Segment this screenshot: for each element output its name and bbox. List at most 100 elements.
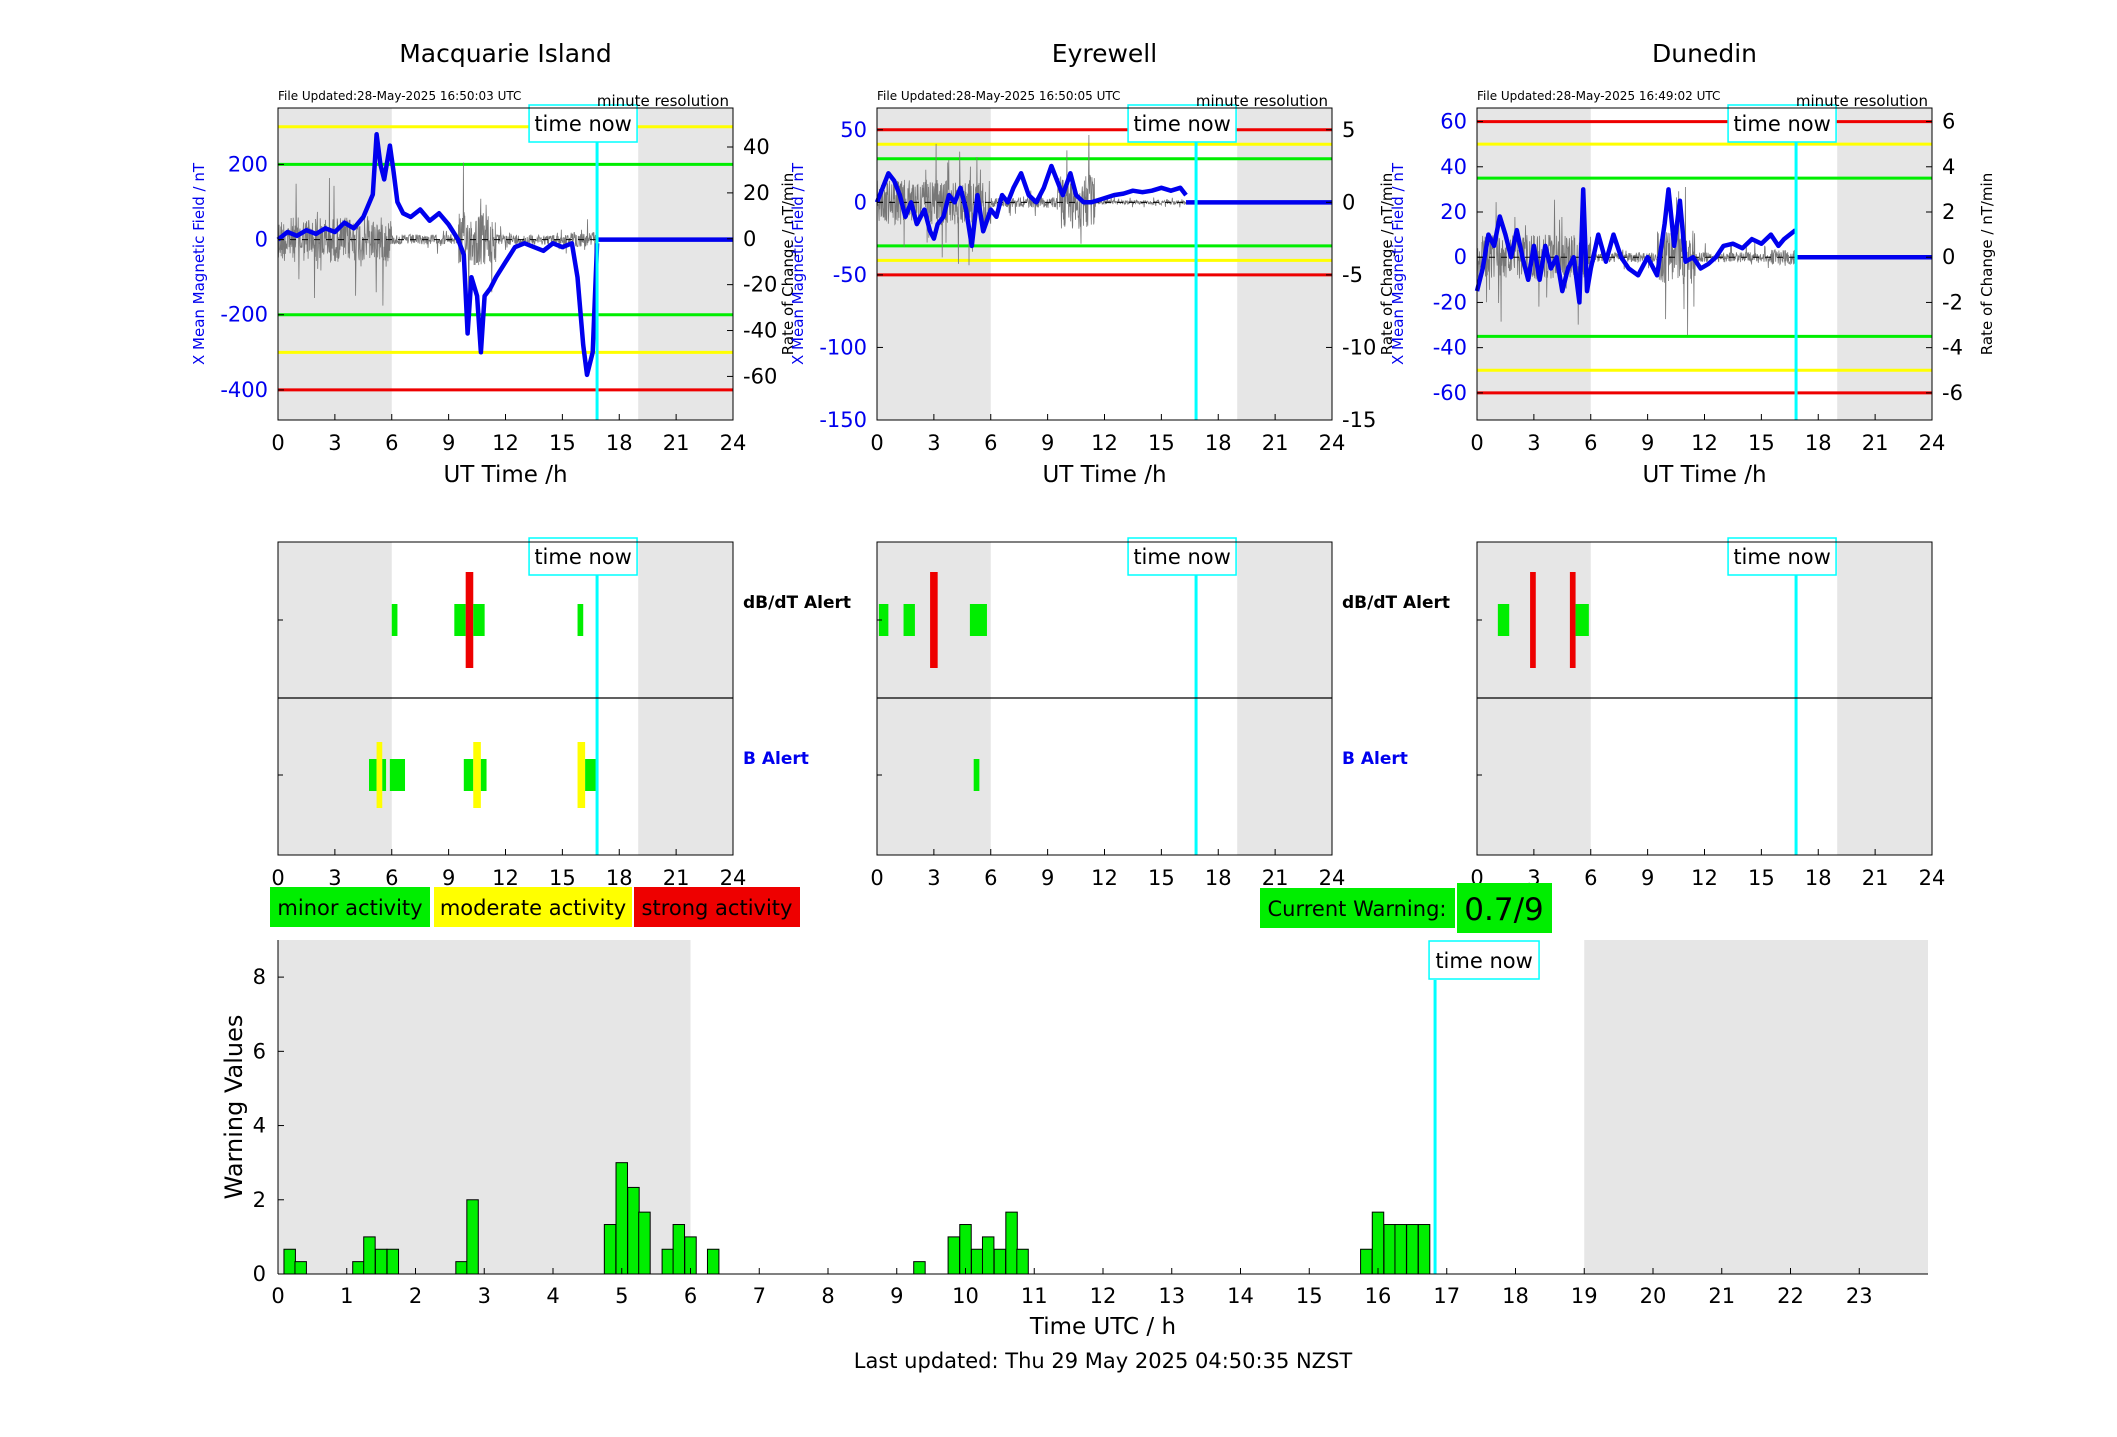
- current-warning-value: 0.7/9: [1464, 892, 1543, 928]
- x-tick-label: 6: [984, 866, 997, 890]
- y-tick-label: 2: [253, 1188, 266, 1212]
- alert-panel-2: time now 0 3 6 9 12 15 18 21 24 dB/dT Alert B Alert: [870, 537, 1450, 890]
- y-axis-label-right: Rate of Change / nT/min: [1978, 173, 1996, 355]
- x-tick-label: 9: [1641, 431, 1654, 455]
- x-tick-label: 21: [1262, 866, 1289, 890]
- x-tick-label: 15: [1748, 431, 1775, 455]
- time-now-label: time now: [1733, 545, 1830, 569]
- db-alert-bar-green: [903, 604, 915, 636]
- warning-bar: [627, 1186, 640, 1275]
- y-tick-label-right: 2: [1942, 200, 1955, 224]
- db-alert-bar-green: [577, 604, 584, 636]
- x-tick-label: 9: [1641, 866, 1654, 890]
- resolution-text: minute resolution: [1796, 92, 1928, 110]
- b-alert-label: B Alert: [1342, 749, 1408, 769]
- x-tick-label: 11: [1021, 1284, 1048, 1308]
- db-alert-bar-green: [454, 604, 466, 636]
- warning-bar: [638, 1211, 651, 1275]
- warning-bar: [352, 1261, 365, 1275]
- x-tick-label: 17: [1433, 1284, 1460, 1308]
- y-tick-label: -50: [833, 263, 867, 287]
- x-axis-label: UT Time /h: [1642, 462, 1766, 488]
- current-warning-label: Current Warning:: [1268, 897, 1447, 921]
- time-now-label: time now: [1733, 112, 1830, 136]
- night-band: [638, 108, 733, 420]
- y-tick-label: 200: [228, 152, 268, 176]
- db-alert-bar-red: [1569, 572, 1576, 668]
- time-now-box: [528, 537, 638, 576]
- x-tick-label: 14: [1227, 1284, 1254, 1308]
- y-tick-label: -100: [819, 335, 867, 359]
- last-updated-text: Last updated: Thu 29 May 2025 04:50:35 N…: [854, 1349, 1353, 1373]
- x-tick-label: 3: [1527, 431, 1540, 455]
- x-tick-label: 0: [271, 431, 284, 455]
- warning-bar: [970, 1248, 984, 1275]
- x-tick-label: 9: [442, 866, 455, 890]
- time-now-label: time now: [534, 545, 631, 569]
- x-tick-label: 2: [409, 1284, 422, 1308]
- x-tick-label: 18: [1205, 431, 1232, 455]
- warning-bar: [363, 1236, 376, 1275]
- station-title: Macquarie Island: [399, 39, 612, 68]
- legend-moderate-label: moderate activity: [440, 896, 626, 920]
- db-alert-label: dB/dT Alert: [743, 593, 851, 613]
- y-axis-label-left: X Mean Magnetic Field / nT: [190, 162, 208, 365]
- y-tick-label: -150: [819, 408, 867, 432]
- warning-bar: [981, 1236, 995, 1275]
- x-tick-label: 0: [870, 431, 883, 455]
- x-tick-label: 20: [1640, 1284, 1667, 1308]
- x-tick-label: 15: [1148, 431, 1175, 455]
- time-now-box: [528, 104, 638, 143]
- resolution-text: minute resolution: [1196, 92, 1328, 110]
- y-tick-label-right: 40: [743, 135, 770, 159]
- legend-strong-swatch: [634, 887, 800, 927]
- x-tick-label: 3: [927, 866, 940, 890]
- time-now-label: time now: [1133, 112, 1230, 136]
- y-tick-label: 0: [253, 1262, 266, 1286]
- field-series-line: [276, 132, 600, 378]
- legend-moderate-swatch: [434, 887, 632, 927]
- warning-bar: [603, 1224, 617, 1275]
- x-tick-label: 6: [385, 866, 398, 890]
- b-alert-label: B Alert: [743, 749, 809, 769]
- x-tick-label: 6: [684, 1284, 697, 1308]
- rate-of-change-trace: [876, 134, 1187, 266]
- db-alert-label: dB/dT Alert: [1342, 593, 1450, 613]
- warning-bar: [374, 1248, 388, 1275]
- y-tick-label-right: -40: [743, 319, 777, 343]
- b-alert-bar-yellow: [376, 742, 383, 808]
- y-tick-label: 50: [840, 118, 867, 142]
- night-band: [1584, 940, 1928, 1274]
- x-tick-label: 3: [927, 431, 940, 455]
- x-tick-label: 15: [549, 866, 576, 890]
- y-tick-label-right: -60: [743, 364, 777, 388]
- y-tick-label-right: -15: [1342, 408, 1376, 432]
- x-tick-label: 24: [1919, 866, 1946, 890]
- station-panel-1: Macquarie Island time now File Updated:28-…: [190, 39, 797, 488]
- x-tick-label: 18: [606, 431, 633, 455]
- y-tick-label: 6: [253, 1039, 266, 1063]
- db-alert-bar-green: [391, 604, 398, 636]
- x-tick-label: 4: [546, 1284, 559, 1308]
- x-tick-label: 15: [1748, 866, 1775, 890]
- y-tick-label-right: -6: [1942, 381, 1963, 405]
- y-tick-label: 20: [1440, 200, 1467, 224]
- y-tick-label-right: 0: [1342, 190, 1355, 214]
- time-now-label: time now: [534, 112, 631, 136]
- warning-bar: [455, 1261, 468, 1275]
- x-tick-label: 15: [1148, 866, 1175, 890]
- y-tick-label-right: -4: [1942, 336, 1963, 360]
- x-tick-label: 9: [442, 431, 455, 455]
- file-updated-text: File Updated:28-May-2025 16:49:02 UTC: [1477, 89, 1720, 103]
- x-tick-label: 24: [1919, 431, 1946, 455]
- warning-bar: [1016, 1248, 1029, 1275]
- x-tick-label: 0: [1470, 431, 1483, 455]
- x-tick-label: 0: [870, 866, 883, 890]
- night-band: [1237, 108, 1332, 420]
- file-updated-text: File Updated:28-May-2025 16:50:03 UTC: [278, 89, 521, 103]
- warning-bar: [294, 1261, 307, 1275]
- x-tick-label: 16: [1365, 1284, 1392, 1308]
- current-warning-value-box: [1457, 883, 1552, 933]
- x-tick-label: 9: [890, 1284, 903, 1308]
